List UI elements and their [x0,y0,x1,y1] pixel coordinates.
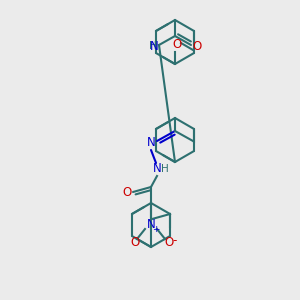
Text: N: N [150,40,159,52]
Text: O: O [122,187,132,200]
Text: N: N [147,218,155,232]
Text: -: - [173,235,177,248]
Text: H: H [161,164,169,174]
Text: O: O [130,236,140,250]
Text: N: N [147,136,155,149]
Text: O: O [172,38,182,52]
Text: O: O [164,236,174,250]
Text: +: + [152,225,160,234]
Text: O: O [192,40,202,52]
Text: N: N [153,163,161,176]
Text: H: H [149,41,157,51]
